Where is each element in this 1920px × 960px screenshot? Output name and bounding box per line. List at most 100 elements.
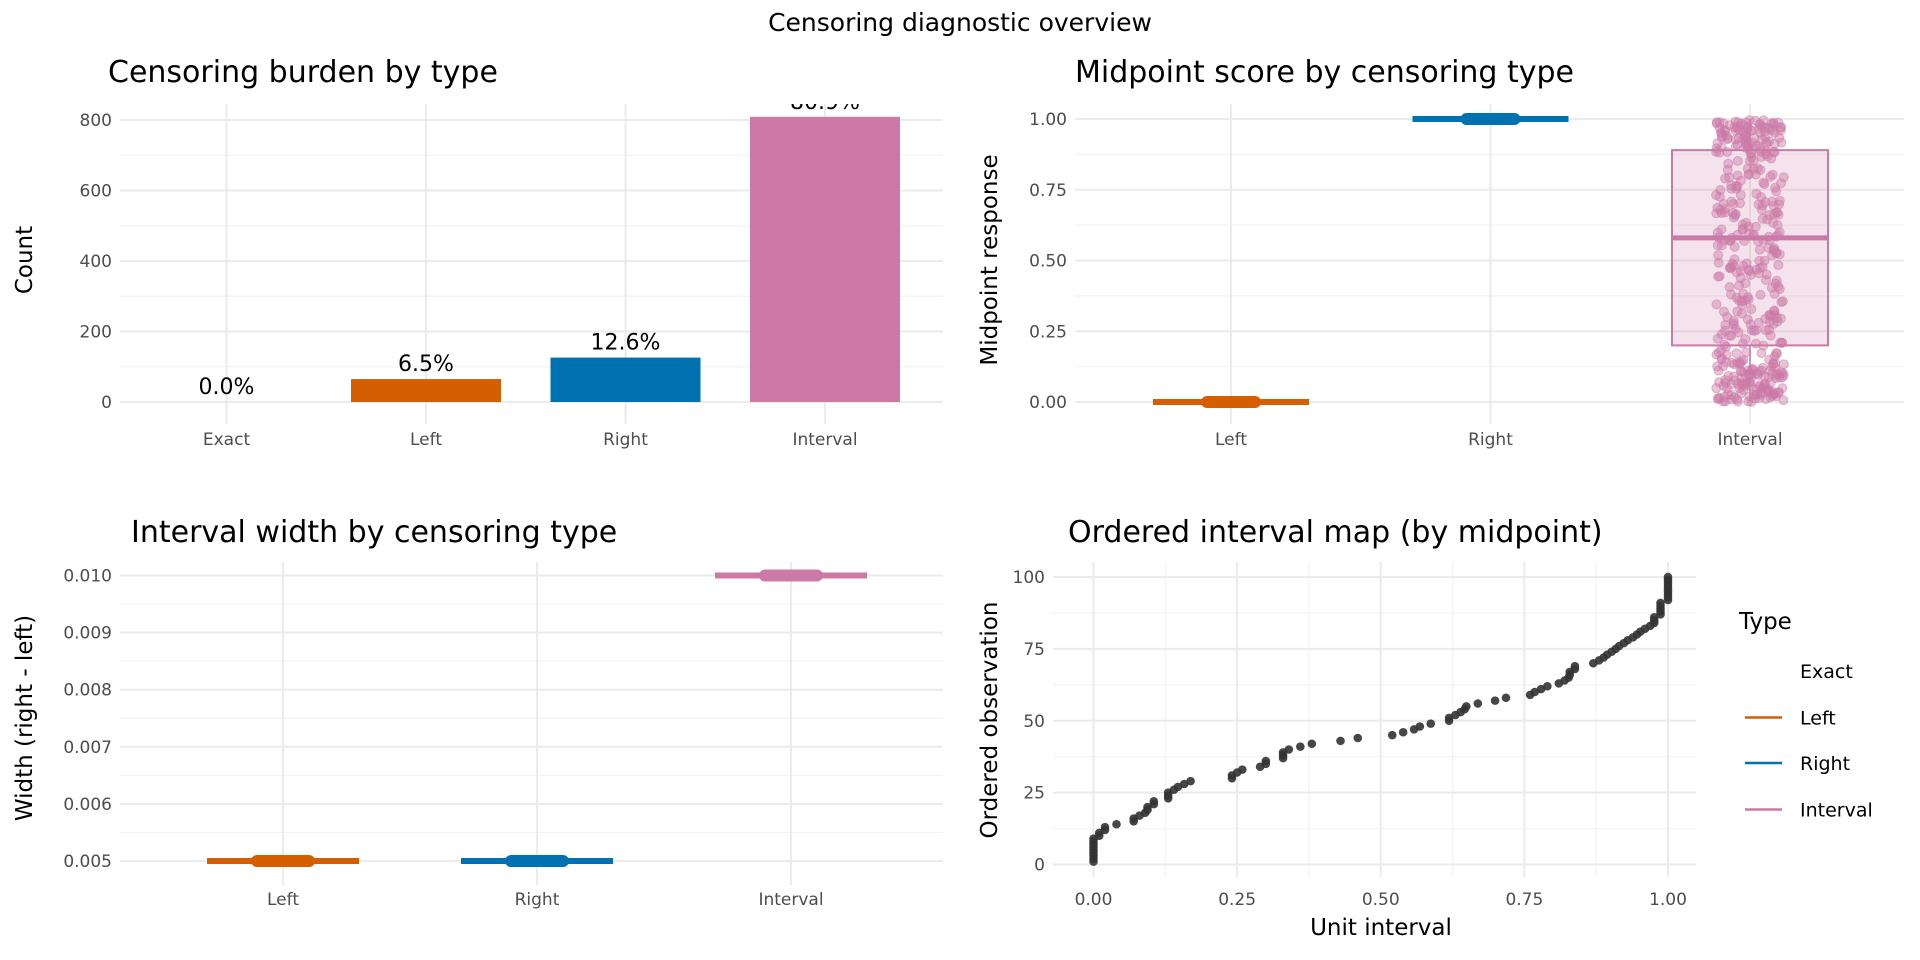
panel-title: Interval width by censoring type	[131, 515, 617, 550]
legend-label: Left	[1800, 708, 1836, 730]
bar-interval	[750, 116, 900, 402]
data-point	[1426, 719, 1436, 728]
x-tick-label: Left	[267, 890, 299, 910]
panel-interval-width: Interval width by censoring type 0.005 0.0…	[12, 515, 943, 910]
jitter-point	[1740, 117, 1751, 128]
jitter-point	[1752, 389, 1763, 400]
jitter-point	[1769, 243, 1780, 254]
jitter-point	[1730, 125, 1741, 136]
data-point	[1307, 739, 1317, 749]
jitter-point	[1755, 192, 1766, 203]
data-point	[1387, 730, 1397, 740]
jitter-point	[1726, 389, 1737, 400]
jitter-point	[1778, 172, 1789, 183]
y-tick-label: 0.00	[1029, 393, 1067, 413]
jitter-point	[1729, 241, 1740, 252]
y-tick-label: 0.50	[1029, 252, 1067, 272]
jitter-point	[1771, 186, 1782, 197]
jitter-point	[1740, 334, 1751, 345]
jitter-point	[1762, 214, 1773, 225]
jitter-point	[1761, 269, 1772, 280]
y-tick-label: 75	[1023, 640, 1045, 660]
jitter-point	[1742, 314, 1753, 325]
y-tick-label: 50	[1023, 712, 1045, 732]
y-tick-label: 200	[80, 323, 112, 343]
data-point	[1261, 756, 1271, 766]
jitter-point	[1773, 260, 1784, 271]
jitter-point	[1711, 299, 1722, 310]
jitter-points-left	[1201, 396, 1261, 408]
jitter-point	[1738, 223, 1749, 234]
bar-right	[550, 357, 701, 402]
x-tick-label: Right	[603, 430, 648, 450]
jitter-point	[1718, 306, 1729, 317]
x-tick-label: 0.75	[1505, 890, 1543, 910]
jitter-point	[1713, 257, 1724, 268]
x-tick-label: 0.25	[1218, 890, 1256, 910]
jitter-point	[1748, 364, 1759, 375]
jitter-point	[1738, 260, 1749, 271]
jitter-point	[1720, 320, 1731, 331]
jitter-point	[1720, 356, 1731, 367]
jitter-point	[1734, 357, 1745, 368]
data-point	[1112, 819, 1121, 829]
x-tick-label: 1.00	[1649, 890, 1687, 910]
jitter-point	[1758, 340, 1769, 351]
jitter-point	[1769, 288, 1780, 299]
figure-title: Censoring diagnostic overview	[768, 8, 1152, 37]
jitter-point	[1775, 122, 1786, 133]
x-tick-label: Interval	[758, 890, 823, 910]
jitter-point	[1760, 313, 1771, 324]
jitter-point	[1734, 280, 1745, 291]
jitter-point	[1716, 240, 1727, 251]
y-tick-label: 0.25	[1029, 322, 1067, 342]
x-tick-label: 0.00	[1075, 890, 1113, 910]
data-point	[1501, 693, 1511, 703]
data-point	[1149, 796, 1159, 806]
jitter-point	[1750, 338, 1761, 349]
legend-title: Type	[1738, 609, 1792, 635]
jitter-point	[1742, 163, 1753, 174]
jitter-point	[1712, 240, 1723, 251]
jitter-point	[1769, 306, 1780, 317]
jitter-point	[1714, 392, 1725, 403]
jitter-point	[1756, 134, 1767, 145]
jitter-point	[1737, 338, 1748, 349]
legend-label: Exact	[1800, 661, 1853, 683]
jitter-point	[1745, 148, 1756, 159]
jitter-point	[1714, 147, 1725, 158]
jitter-point	[1746, 304, 1757, 315]
jitter-point	[1736, 388, 1747, 399]
jitter-point	[1723, 389, 1734, 400]
jitter-point	[1758, 177, 1769, 188]
jitter-point	[1773, 209, 1784, 220]
jitter-point	[1727, 258, 1738, 269]
jitter-point	[1767, 169, 1778, 180]
jitter-point	[1712, 333, 1723, 344]
data-point	[1663, 572, 1673, 582]
y-tick-label: 0.008	[63, 681, 112, 701]
jitter-point	[1713, 271, 1724, 282]
x-tick-label: Right	[515, 890, 560, 910]
legend-item-interval: Interval	[1745, 800, 1873, 822]
bar-left	[351, 379, 501, 402]
jitter-point	[1746, 396, 1757, 407]
jitter-point	[1754, 244, 1765, 255]
y-tick-label: 0.005	[63, 852, 112, 872]
jitter-point	[1736, 366, 1747, 377]
y-axis-title: Width (right - left)	[12, 615, 38, 821]
jitter-point	[1768, 318, 1779, 329]
jitter-point	[1745, 319, 1756, 330]
jitter-point	[1731, 292, 1742, 303]
jitter-point	[1776, 296, 1787, 307]
jitter-point	[1726, 330, 1737, 341]
jitter-points-right	[505, 855, 569, 867]
jitter-point	[1770, 362, 1781, 373]
jitter-point	[1720, 173, 1731, 184]
jitter-points-interval	[1711, 115, 1789, 407]
jitter-points-right	[1460, 113, 1521, 125]
jitter-point	[1732, 306, 1743, 317]
jitter-point	[1711, 190, 1722, 201]
data-point	[1462, 702, 1471, 711]
